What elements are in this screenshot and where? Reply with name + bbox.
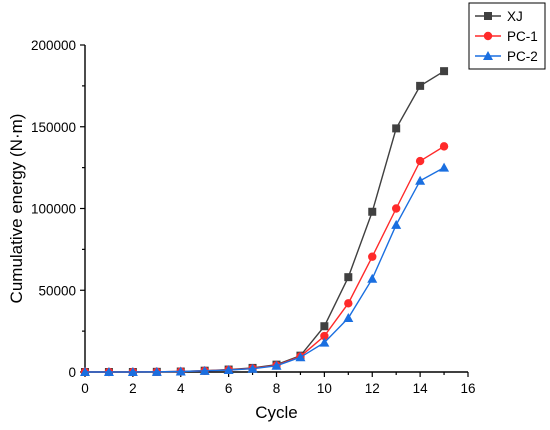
legend-label: PC-1	[507, 29, 538, 44]
legend: XJ PC-1 PC-2	[468, 2, 546, 70]
legend-label: XJ	[507, 9, 523, 24]
series-layer	[80, 67, 450, 377]
data-point	[368, 207, 377, 216]
legend-marker	[483, 31, 493, 41]
data-point	[320, 322, 329, 331]
x-tick-label: 16	[460, 381, 475, 396]
series-pc-1	[80, 142, 449, 377]
data-point	[367, 273, 378, 283]
x-tick-label: 14	[413, 381, 429, 396]
y-tick-label: 50000	[38, 283, 76, 298]
data-point	[392, 124, 401, 133]
x-tick-label: 2	[129, 381, 137, 396]
data-point	[319, 337, 330, 347]
data-point	[80, 367, 90, 376]
data-point	[416, 81, 425, 90]
data-point	[127, 367, 138, 376]
data-point	[223, 365, 234, 375]
legend-item: PC-1	[475, 29, 538, 44]
data-point	[103, 367, 114, 376]
data-point	[391, 219, 402, 229]
data-point	[199, 365, 210, 375]
data-point	[320, 331, 329, 341]
x-axis-title: Cycle	[255, 403, 298, 422]
data-point	[271, 360, 282, 370]
series-xj	[81, 67, 449, 376]
data-point	[344, 273, 353, 282]
data-point	[151, 366, 162, 376]
data-point	[439, 142, 449, 151]
x-tick-label: 0	[81, 381, 89, 396]
series-line	[85, 167, 445, 373]
y-axis-title: Cumulative energy (N·m)	[7, 114, 26, 304]
data-point	[247, 363, 258, 373]
legend-marker	[484, 12, 492, 20]
x-tick-label: 6	[225, 381, 233, 396]
y-tick-label: 200000	[31, 38, 76, 53]
legend-box	[468, 2, 546, 70]
y-tick-label: 0	[68, 365, 76, 380]
x-tick-label: 12	[365, 381, 380, 396]
legend-item: XJ	[475, 9, 523, 24]
data-point	[415, 175, 426, 185]
legend-label: PC-2	[507, 49, 538, 64]
data-point	[295, 352, 306, 362]
y-tick-label: 150000	[31, 120, 76, 135]
data-point	[391, 204, 401, 213]
data-point	[175, 366, 186, 376]
x-tick-label: 10	[317, 381, 332, 396]
series-pc-2	[80, 162, 450, 376]
data-point	[343, 313, 354, 323]
data-point	[368, 252, 377, 261]
axes: 0 2 4 6 8 10 12 14 16 0 50000 100000 150000 200000	[31, 38, 476, 396]
y-tick-label: 100000	[31, 202, 76, 217]
legend-item: PC-2	[475, 49, 538, 64]
data-point	[440, 67, 449, 76]
data-point	[415, 156, 425, 166]
x-tick-label: 4	[177, 381, 185, 396]
data-point	[344, 299, 353, 308]
data-point	[439, 162, 450, 172]
legend-marker	[483, 51, 493, 60]
x-tick-label: 8	[273, 381, 281, 396]
series-line	[85, 145, 445, 373]
